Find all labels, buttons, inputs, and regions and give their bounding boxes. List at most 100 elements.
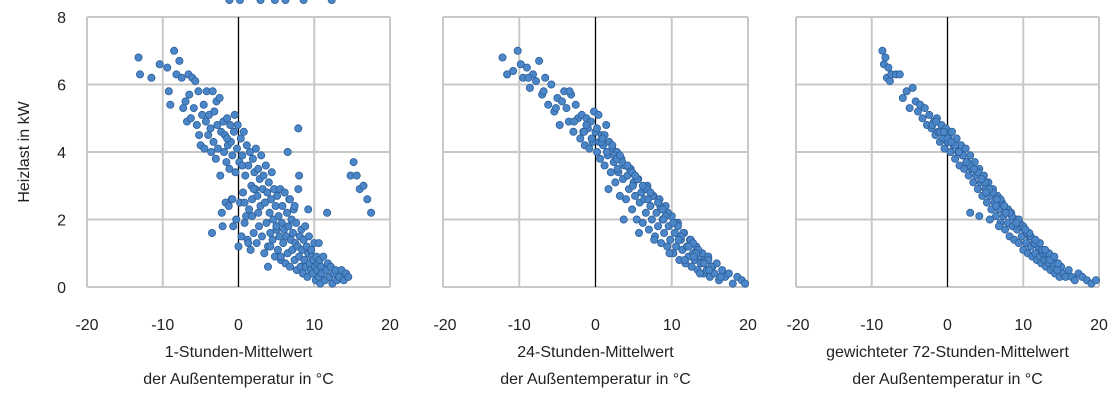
data-point	[602, 121, 611, 130]
data-point	[281, 0, 290, 4]
data-point	[660, 228, 669, 237]
data-point	[292, 218, 301, 227]
data-point	[186, 114, 195, 123]
data-point	[635, 228, 644, 237]
data-point	[319, 252, 328, 261]
data-point	[230, 110, 239, 119]
x-tick-label: 10	[663, 317, 681, 334]
data-point	[344, 272, 353, 281]
data-point	[294, 185, 303, 194]
data-point	[654, 222, 663, 231]
y-tick-label: 6	[57, 78, 66, 95]
data-point	[522, 63, 531, 72]
data-point	[278, 201, 287, 210]
data-point	[207, 147, 216, 156]
data-point	[273, 245, 282, 254]
data-point	[1014, 239, 1023, 248]
data-point	[236, 0, 244, 4]
x-axis-label-line: gewichteter 72-Stunden-Mittelwert	[826, 344, 1069, 361]
x-tick-label: 0	[943, 317, 952, 334]
data-point	[878, 46, 887, 55]
data-point	[285, 195, 294, 204]
data-point	[274, 212, 283, 221]
data-point	[995, 222, 1004, 231]
data-point	[646, 201, 655, 210]
data-point	[969, 178, 978, 187]
data-point	[705, 266, 714, 275]
x-tick-label: 20	[381, 317, 399, 334]
data-point	[206, 124, 215, 133]
data-point	[207, 228, 216, 237]
data-point	[985, 215, 994, 224]
chart-panel-3: -20 -10 0 10 20 gewichteter 72-Stunden-Mittel…	[786, 16, 1108, 388]
data-point	[299, 0, 308, 4]
data-point	[273, 191, 282, 200]
data-point	[932, 117, 941, 126]
data-point	[513, 46, 522, 55]
data-point	[650, 235, 659, 244]
data-point	[201, 117, 210, 126]
y-tick-label: 4	[57, 145, 66, 162]
data-point	[551, 104, 560, 113]
data-point	[558, 97, 567, 106]
data-point	[262, 218, 271, 227]
data-point	[663, 242, 672, 251]
data-point	[992, 201, 1001, 210]
data-point	[600, 161, 609, 170]
data-point	[632, 215, 641, 224]
data-point	[248, 212, 257, 221]
data-point	[228, 195, 237, 204]
data-point	[260, 198, 269, 207]
data-point	[623, 161, 632, 170]
data-point	[204, 131, 213, 140]
data-point	[282, 208, 291, 217]
data-point	[659, 215, 668, 224]
data-point	[555, 121, 564, 130]
data-point	[631, 171, 640, 180]
data-point	[665, 249, 674, 258]
data-point	[251, 144, 260, 153]
data-point	[1050, 252, 1059, 261]
data-point	[276, 252, 285, 261]
data-point	[638, 181, 647, 190]
y-tick-label: 2	[57, 213, 66, 230]
data-point	[179, 104, 188, 113]
data-point	[728, 279, 737, 288]
data-point	[240, 218, 249, 227]
x-tick-label: 20	[739, 317, 757, 334]
data-point	[593, 124, 602, 133]
data-point	[606, 168, 615, 177]
data-point	[975, 212, 984, 221]
x-tick-label: -20	[786, 317, 809, 334]
data-point	[628, 181, 637, 190]
data-point	[565, 87, 574, 96]
data-point	[570, 117, 579, 126]
y-axis-label: Heizlast in kW	[16, 100, 33, 202]
data-point	[699, 259, 708, 268]
data-point	[741, 279, 750, 288]
data-point	[611, 178, 620, 187]
data-point	[977, 174, 986, 183]
data-point	[238, 151, 247, 160]
data-point	[192, 121, 201, 130]
data-point	[982, 198, 991, 207]
data-point	[181, 97, 190, 106]
data-point	[134, 53, 143, 62]
data-point	[544, 100, 553, 109]
data-point	[644, 225, 653, 234]
data-point	[657, 239, 666, 248]
data-point	[254, 222, 263, 231]
y-tick-label: 8	[57, 10, 66, 27]
data-point	[198, 110, 207, 119]
x-tick-label: 0	[234, 317, 243, 334]
data-point	[359, 181, 368, 190]
data-point	[259, 171, 268, 180]
data-point	[263, 262, 272, 271]
data-point	[716, 272, 725, 281]
data-point	[248, 154, 257, 163]
data-point	[962, 158, 971, 167]
data-point	[939, 127, 948, 136]
x-tick-label: -20	[433, 317, 456, 334]
data-point	[580, 127, 589, 136]
data-point	[263, 188, 272, 197]
